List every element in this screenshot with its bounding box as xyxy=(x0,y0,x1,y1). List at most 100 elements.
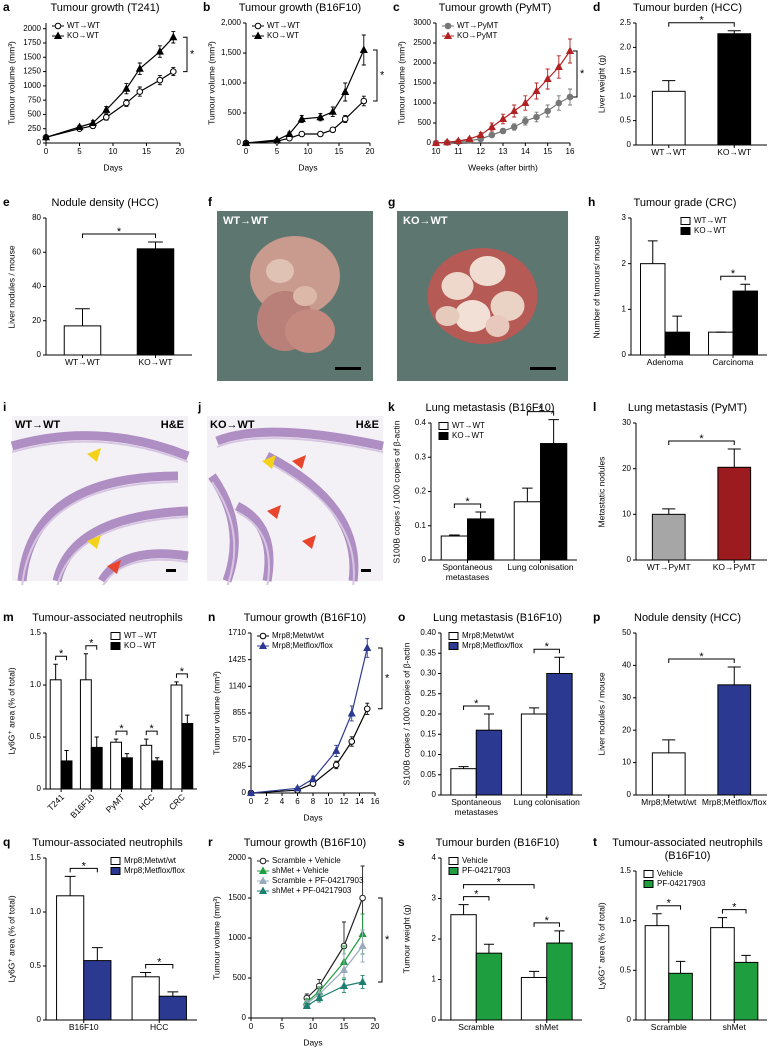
panel: WT→WT f xyxy=(205,195,375,385)
significance-bracket xyxy=(373,49,378,102)
bar xyxy=(644,925,670,1021)
tissue-edge xyxy=(11,440,189,463)
x-tick-label: 5 xyxy=(280,1022,285,1031)
y-axis-label: Ly6G⁺ area (% of total) xyxy=(596,901,607,990)
significance-bracket xyxy=(463,884,535,889)
panel-title: Tumour-associated neutrophils (B16F10) xyxy=(612,837,763,862)
error-bar xyxy=(717,917,728,928)
legend-marker xyxy=(258,876,268,884)
marker xyxy=(454,136,463,144)
legend-label: KO→WT xyxy=(694,226,726,235)
significance-label: * xyxy=(699,433,704,445)
marker xyxy=(293,783,302,792)
error-bar xyxy=(662,508,676,515)
y-tick-label: 0 xyxy=(37,1015,42,1024)
y-tick-label: 855 xyxy=(233,708,247,717)
x-tick-label: 10 xyxy=(309,1022,318,1031)
series-line xyxy=(45,71,174,138)
legend-label: PF-04217903 xyxy=(462,866,511,875)
bar xyxy=(140,744,153,790)
arrow xyxy=(87,535,101,549)
error-bar xyxy=(124,753,130,758)
error-bar xyxy=(140,971,152,977)
bar xyxy=(664,331,690,356)
panel: KO→WT g xyxy=(385,195,570,385)
y-axis-label: Tumour volume (mm³) xyxy=(211,671,222,755)
bar xyxy=(158,995,187,1021)
error-bar xyxy=(64,875,76,896)
panel-title: Nodule density (HCC) xyxy=(634,612,741,624)
significance-label: * xyxy=(89,638,94,650)
panel-letter: t xyxy=(593,835,597,849)
marker xyxy=(488,131,496,139)
marker xyxy=(359,45,368,53)
plot: 0 20 40 60 80 WT→WT KO→WT * xyxy=(32,213,192,367)
y-tick-label: 20 xyxy=(622,725,631,734)
x-tick-label: 14 xyxy=(521,147,530,156)
legend-marker xyxy=(253,31,263,39)
bar xyxy=(540,443,568,561)
y-tick-label: 0 xyxy=(627,555,632,564)
y-tick-label: 0.15 xyxy=(420,729,436,738)
arrow xyxy=(262,455,276,469)
panel-title: Tumour grade (CRC) xyxy=(633,197,737,209)
marker xyxy=(136,88,144,95)
tissue-band xyxy=(98,549,189,584)
legend-label: KO→WT xyxy=(267,31,299,40)
y-tick-label: 750 xyxy=(28,95,42,104)
significance-label: * xyxy=(474,888,479,900)
marker xyxy=(532,86,541,94)
bar xyxy=(710,927,735,1021)
x-tick-label-box: Carcinoma xyxy=(712,358,753,367)
panel: h Tumour grade (CRC) 0 1 2 3 Adenoma Carcinoma *… xyxy=(585,195,775,385)
marker xyxy=(510,123,518,131)
legend-label: WT→WT xyxy=(694,216,727,225)
bar xyxy=(717,684,752,796)
error-bar xyxy=(94,736,99,748)
x-tick-label: 10 xyxy=(304,147,313,156)
significance-bracket xyxy=(533,922,560,927)
y-tick-label: 10 xyxy=(622,509,631,518)
bar xyxy=(467,518,495,561)
legend-label: WT→WT xyxy=(124,631,157,640)
tissue xyxy=(441,272,474,300)
significance-label: * xyxy=(150,723,155,735)
marker xyxy=(308,774,318,782)
legend-label: Scramble + PF-04217903 xyxy=(272,876,364,885)
significance-bracket xyxy=(463,705,490,710)
legend-label: WT→WT xyxy=(452,421,485,430)
y-axis-label: Liver weight (g) xyxy=(596,54,607,114)
y-tick-label: 2000 xyxy=(228,853,246,862)
error-bar xyxy=(522,487,533,502)
significance-bracket xyxy=(720,275,746,281)
y-tick-label: 0 xyxy=(242,788,247,797)
significance-bracket xyxy=(69,867,98,873)
error-bar xyxy=(154,757,160,761)
error-bar xyxy=(662,80,676,92)
y-tick-label: 0.35 xyxy=(420,648,436,657)
y-tick-label: 30 xyxy=(622,693,631,702)
y-tick-label: 1.5 xyxy=(620,67,632,76)
x-tick-label: Spontaneous metastases xyxy=(442,563,493,582)
bar xyxy=(110,741,122,790)
marker xyxy=(360,97,368,105)
significance-bracket xyxy=(573,50,578,98)
x-tick-label: 20 xyxy=(176,147,185,156)
y-tick-label: 0.05 xyxy=(420,770,436,779)
x-tick-label-box: KO→WT xyxy=(717,148,751,157)
legend-swatch xyxy=(110,642,121,650)
marker xyxy=(554,62,563,70)
marker xyxy=(156,76,164,84)
legend-swatch xyxy=(643,880,654,888)
legend-label: Scramble + Vehicle xyxy=(272,856,341,865)
panel-title: Tumour-associated neutrophils xyxy=(32,837,183,849)
bar xyxy=(450,768,477,796)
x-axis-label: Days xyxy=(303,812,322,822)
marker xyxy=(465,134,474,142)
legend-marker xyxy=(444,22,452,30)
x-tick-label: Mrp8;Metflox/flox xyxy=(701,798,767,807)
y-tick-label: 0.5 xyxy=(30,961,42,970)
error-bar xyxy=(148,241,163,249)
panel-letter: m xyxy=(3,610,14,624)
y-tick-label: 1.0 xyxy=(30,907,42,916)
